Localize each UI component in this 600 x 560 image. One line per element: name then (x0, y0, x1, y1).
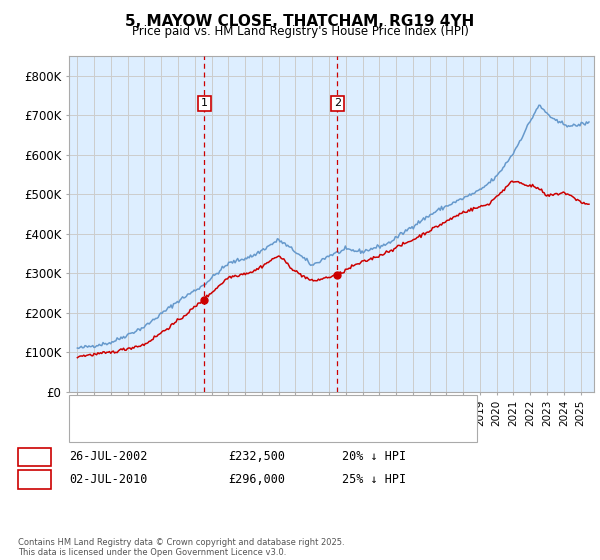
Text: £232,500: £232,500 (228, 450, 285, 464)
Text: 5, MAYOW CLOSE, THATCHAM, RG19 4YH: 5, MAYOW CLOSE, THATCHAM, RG19 4YH (125, 14, 475, 29)
Text: 25% ↓ HPI: 25% ↓ HPI (342, 473, 406, 486)
Text: 26-JUL-2002: 26-JUL-2002 (69, 450, 148, 464)
Text: Contains HM Land Registry data © Crown copyright and database right 2025.
This d: Contains HM Land Registry data © Crown c… (18, 538, 344, 557)
Text: Price paid vs. HM Land Registry's House Price Index (HPI): Price paid vs. HM Land Registry's House … (131, 25, 469, 38)
Text: 1: 1 (30, 450, 38, 464)
Text: ——: —— (75, 398, 100, 411)
Text: 1: 1 (201, 99, 208, 109)
Text: 2: 2 (30, 473, 38, 486)
Text: 5, MAYOW CLOSE, THATCHAM, RG19 4YH (detached house): 5, MAYOW CLOSE, THATCHAM, RG19 4YH (deta… (102, 399, 410, 409)
Text: 02-JUL-2010: 02-JUL-2010 (69, 473, 148, 486)
Text: £296,000: £296,000 (228, 473, 285, 486)
Text: HPI: Average price, detached house, West Berkshire: HPI: Average price, detached house, West… (102, 428, 373, 438)
Text: 2: 2 (334, 99, 341, 109)
Text: 20% ↓ HPI: 20% ↓ HPI (342, 450, 406, 464)
Text: ——: —— (75, 426, 100, 440)
